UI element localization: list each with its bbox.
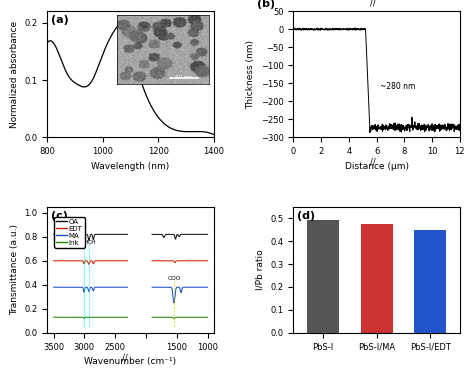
MA [71, 285, 76, 289]
Ink [81, 316, 87, 321]
EDT [86, 262, 92, 267]
Text: //: // [122, 353, 128, 362]
Ink [91, 315, 96, 319]
Text: (b): (b) [257, 0, 275, 9]
X-axis label: Wavelength (nm): Wavelength (nm) [91, 162, 170, 171]
Ink [51, 315, 56, 319]
Line: EDT: EDT [54, 261, 128, 264]
Bar [361, 224, 393, 333]
EDT [51, 258, 56, 263]
MA [81, 290, 87, 294]
Ink [94, 315, 100, 319]
Bar [414, 230, 447, 333]
EDT [91, 261, 96, 266]
OA [125, 232, 130, 237]
OA [91, 237, 96, 242]
Ink [122, 315, 128, 319]
X-axis label: Distance (μm): Distance (μm) [345, 162, 409, 171]
Line: Ink: Ink [54, 317, 128, 318]
Line: OA: OA [54, 234, 128, 243]
OA [71, 232, 76, 237]
Text: CH: CH [88, 240, 97, 245]
MA [125, 285, 130, 289]
Text: (d): (d) [297, 211, 315, 221]
Ink [71, 315, 76, 319]
Text: (c): (c) [51, 211, 68, 221]
EDT [94, 258, 100, 263]
X-axis label: Wavenumber (cm⁻¹): Wavenumber (cm⁻¹) [84, 357, 177, 366]
Ink [85, 315, 91, 319]
OA [94, 232, 100, 237]
EDT [125, 258, 130, 263]
MA [94, 285, 100, 289]
EDT [85, 259, 91, 264]
Y-axis label: Thickness (nm): Thickness (nm) [246, 40, 255, 109]
Legend: OA, EDT, MA, Ink: OA, EDT, MA, Ink [54, 217, 85, 248]
Y-axis label: I/Pb ratio: I/Pb ratio [256, 249, 265, 290]
Text: C=CH: C=CH [72, 240, 90, 245]
Ink [124, 315, 129, 319]
OA [85, 234, 91, 239]
Text: ~280 nm: ~280 nm [380, 82, 415, 91]
MA [122, 285, 128, 289]
Text: COO: COO [167, 276, 181, 281]
MA [51, 285, 56, 289]
Ink [125, 315, 130, 319]
EDT [124, 258, 129, 263]
OA [124, 232, 129, 237]
OA [81, 240, 87, 245]
MA [124, 285, 129, 289]
Y-axis label: Normalized absorbance: Normalized absorbance [10, 21, 19, 128]
Text: //: // [371, 0, 376, 7]
Text: //: // [371, 157, 376, 166]
MA [91, 288, 96, 293]
EDT [71, 258, 76, 263]
OA [122, 232, 128, 237]
Line: MA: MA [54, 287, 128, 292]
Y-axis label: Transmittance (a.u.): Transmittance (a.u.) [10, 224, 19, 315]
Text: (a): (a) [51, 15, 68, 25]
MA [85, 286, 91, 291]
EDT [122, 258, 128, 263]
OA [51, 232, 56, 237]
Bar [307, 221, 339, 333]
